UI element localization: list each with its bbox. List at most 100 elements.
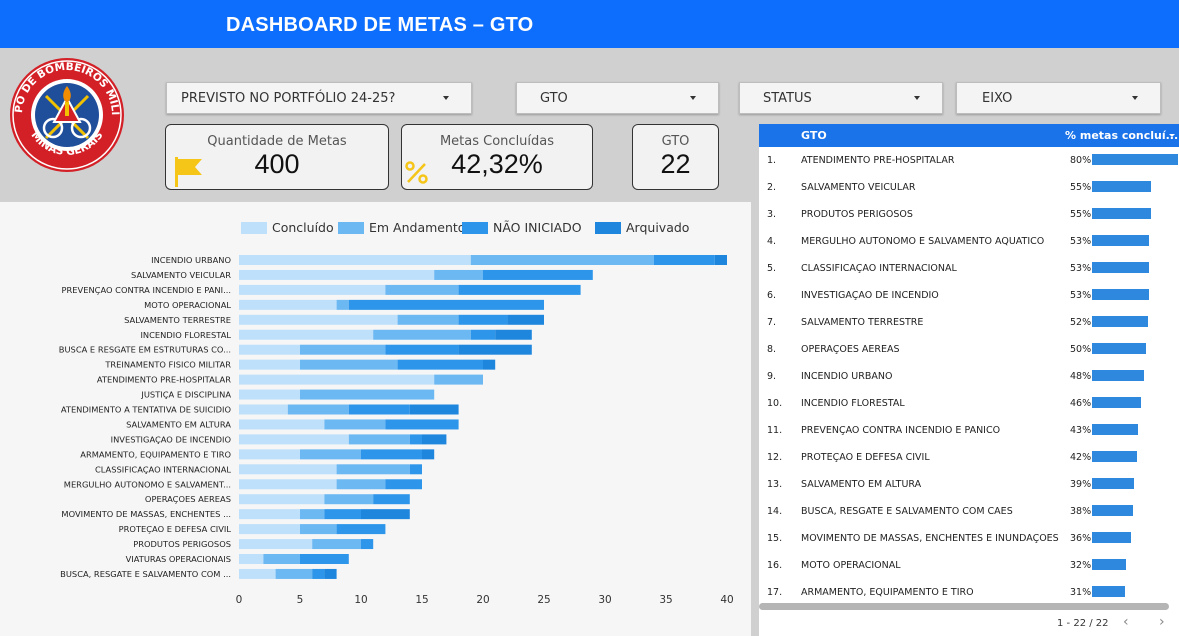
bar-segment[interactable]	[239, 419, 325, 430]
bar-segment[interactable]	[397, 314, 459, 325]
bar-segment[interactable]	[239, 524, 300, 535]
sort-desc-icon[interactable]	[1169, 134, 1175, 137]
bar-segment[interactable]	[275, 568, 313, 579]
bar-segment[interactable]	[239, 554, 264, 564]
filter-status[interactable]: STATUS	[739, 82, 943, 114]
bar-segment[interactable]	[470, 255, 654, 265]
bar-segment[interactable]	[385, 479, 422, 490]
filter-gto[interactable]: GTO	[516, 82, 719, 114]
legend-label[interactable]: NÃO INICIADO	[493, 220, 582, 235]
legend-swatch[interactable]	[595, 222, 621, 234]
bar-segment[interactable]	[239, 464, 337, 475]
filter-previsto-portfolio[interactable]: PREVISTO NO PORTFÓLIO 24-25?	[166, 82, 472, 114]
col-header-pct[interactable]: % metas concluí...	[1065, 129, 1179, 142]
table-row[interactable]: 15. MOVIMENTO DE MASSAS, ENCHENTES E INUN…	[759, 525, 1179, 552]
bar-segment[interactable]	[239, 374, 435, 385]
table-row[interactable]: 11. PREVENÇAO CONTRA INCENDIO E PANICO 43%	[759, 417, 1179, 444]
table-row[interactable]: 1. ATENDIMENTO PRE-HOSPITALAR 80%	[759, 147, 1179, 174]
bar-segment[interactable]	[239, 404, 288, 415]
table-row[interactable]: 12. PROTEÇAO E DEFESA CIVIL 42%	[759, 444, 1179, 471]
bar-segment[interactable]	[239, 539, 313, 550]
bar-segment[interactable]	[239, 509, 300, 520]
legend-swatch[interactable]	[462, 222, 488, 234]
bar-segment[interactable]	[312, 568, 325, 579]
bar-segment[interactable]	[239, 479, 337, 490]
table-row[interactable]: 8. OPERAÇOES AEREAS 50%	[759, 336, 1179, 363]
bar-segment[interactable]	[422, 449, 435, 460]
table-row[interactable]: 3. PRODUTOS PERIGOSOS 55%	[759, 201, 1179, 228]
bar-segment[interactable]	[397, 359, 483, 370]
bar-segment[interactable]	[300, 449, 361, 460]
bar-segment[interactable]	[361, 539, 374, 550]
bar-segment[interactable]	[239, 344, 300, 355]
bar-segment[interactable]	[373, 329, 471, 340]
bar-segment[interactable]	[300, 524, 337, 535]
table-row[interactable]: 14. BUSCA, RESGATE E SALVAMENTO COM CAES 3…	[759, 498, 1179, 525]
table-row[interactable]: 9. INCENDIO URBANO 48%	[759, 363, 1179, 390]
legend-label[interactable]: Arquivado	[626, 220, 689, 235]
bar-segment[interactable]	[324, 509, 361, 520]
bar-segment[interactable]	[324, 568, 337, 579]
bar-segment[interactable]	[312, 539, 361, 550]
bar-segment[interactable]	[653, 255, 715, 265]
filter-eixo[interactable]: EIXO	[956, 82, 1161, 114]
legend-swatch[interactable]	[338, 222, 364, 234]
col-header-gto[interactable]: GTO	[801, 129, 827, 142]
bar-segment[interactable]	[239, 269, 435, 280]
bar-segment[interactable]	[239, 449, 300, 460]
bar-segment[interactable]	[324, 419, 386, 430]
table-row[interactable]: 5. CLASSIFICAÇAO INTERNACIONAL 53%	[759, 255, 1179, 282]
bar-segment[interactable]	[714, 255, 727, 265]
legend-label[interactable]: Em Andamento	[369, 220, 465, 235]
bar-segment[interactable]	[458, 344, 532, 355]
bar-segment[interactable]	[385, 344, 459, 355]
bar-segment[interactable]	[300, 359, 398, 370]
bar-segment[interactable]	[348, 404, 410, 415]
bar-segment[interactable]	[483, 269, 593, 280]
bar-segment[interactable]	[263, 554, 300, 564]
bar-segment[interactable]	[239, 434, 349, 445]
table-row[interactable]: 10. INCENDIO FLORESTAL 46%	[759, 390, 1179, 417]
table-row[interactable]: 16. MOTO OPERACIONAL 32%	[759, 552, 1179, 579]
bar-segment[interactable]	[483, 359, 496, 370]
bar-segment[interactable]	[361, 509, 410, 520]
bar-segment[interactable]	[348, 434, 410, 445]
chevron-right-icon[interactable]: ›	[1159, 614, 1165, 630]
table-row[interactable]: 6. INVESTIGAÇAO DE INCENDIO 53%	[759, 282, 1179, 309]
legend-swatch[interactable]	[241, 222, 267, 234]
table-row[interactable]: 13. SALVAMENTO EM ALTURA 39%	[759, 471, 1179, 498]
bar-segment[interactable]	[239, 329, 374, 340]
bar-segment[interactable]	[495, 329, 532, 340]
table-row[interactable]: 2. SALVAMENTO VEICULAR 55%	[759, 174, 1179, 201]
bar-segment[interactable]	[300, 554, 349, 564]
bar-segment[interactable]	[336, 464, 410, 475]
bar-segment[interactable]	[239, 359, 300, 370]
bar-segment[interactable]	[239, 389, 300, 400]
bar-segment[interactable]	[336, 479, 386, 490]
bar-segment[interactable]	[336, 524, 386, 535]
bar-segment[interactable]	[434, 269, 483, 280]
table-row[interactable]: 4. MERGULHO AUTONOMO E SALVAMENTO AQUATIC…	[759, 228, 1179, 255]
bar-segment[interactable]	[361, 449, 422, 460]
bar-segment[interactable]	[287, 404, 349, 415]
bar-segment[interactable]	[422, 434, 447, 445]
bar-segment[interactable]	[507, 314, 544, 325]
bar-segment[interactable]	[300, 509, 325, 520]
bar-segment[interactable]	[409, 434, 422, 445]
bar-segment[interactable]	[348, 299, 544, 310]
horizontal-scrollbar[interactable]	[759, 603, 1169, 610]
bar-segment[interactable]	[239, 314, 398, 325]
bar-segment[interactable]	[324, 494, 374, 505]
bar-segment[interactable]	[373, 494, 410, 505]
table-row[interactable]: 17. ARMAMENTO, EQUIPAMENTO E TIRO 31%	[759, 579, 1179, 606]
chevron-left-icon[interactable]: ‹	[1123, 614, 1129, 630]
bar-segment[interactable]	[239, 255, 471, 265]
bar-segment[interactable]	[385, 284, 459, 295]
legend-label[interactable]: Concluído	[272, 220, 334, 235]
bar-segment[interactable]	[409, 464, 422, 475]
bar-segment[interactable]	[239, 494, 325, 505]
table-row[interactable]: 7. SALVAMENTO TERRESTRE 52%	[759, 309, 1179, 336]
bar-segment[interactable]	[458, 284, 581, 295]
bar-segment[interactable]	[385, 419, 459, 430]
bar-segment[interactable]	[300, 389, 435, 400]
